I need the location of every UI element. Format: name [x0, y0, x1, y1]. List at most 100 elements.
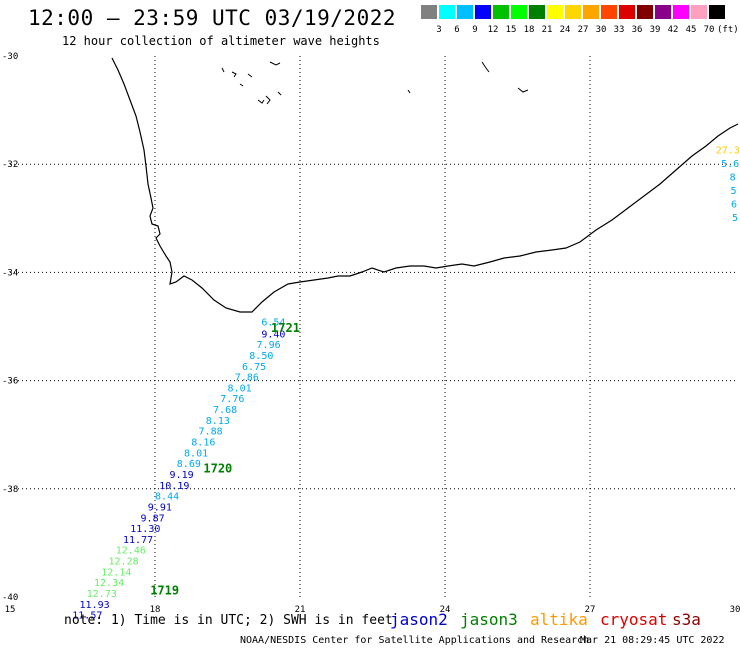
swh-observation: 7.96 [257, 340, 281, 351]
swh-observation: 12.46 [116, 546, 146, 557]
lat-label: -32 [2, 160, 18, 170]
scale-swatch [655, 5, 671, 19]
swh-observation: 11.57 [72, 611, 102, 622]
swh-observation: 9.91 [148, 502, 172, 513]
scale-label: 24 [559, 25, 571, 35]
scale-swatch [457, 5, 473, 19]
scale-swatch [709, 5, 725, 19]
swh-observation: 8.16 [191, 438, 215, 449]
scale-label: 70 [703, 25, 715, 35]
lat-label: -34 [2, 268, 18, 278]
satellite-legend-item: s3a [672, 610, 701, 629]
satellite-legend-item: jason2 [390, 610, 448, 629]
scale-swatch [637, 5, 653, 19]
swh-observation: 12.14 [101, 567, 131, 578]
lon-label: 30 [730, 605, 740, 615]
lon-label: 18 [150, 605, 161, 615]
track-time-label: 1721 [271, 321, 300, 335]
track-time-label: 1720 [203, 462, 232, 476]
satellite-legend-item: jason3 [460, 610, 518, 629]
scale-swatch [493, 5, 509, 19]
satellite-legend-item: altika [530, 610, 588, 629]
scale-label: 12 [487, 25, 499, 35]
observations: 6.549.407.968.506.757.868.017.767.688.13… [72, 145, 740, 621]
swh-observation: 27.3 [716, 145, 740, 156]
swh-observation: 7.68 [213, 405, 237, 416]
map-title: 12:00 – 23:59 UTC 03/19/2022 [28, 6, 397, 30]
swh-observation: 5.6 [721, 159, 739, 170]
swh-observation: 6 [731, 199, 737, 210]
satellite-legend-item: cryosat [600, 610, 668, 629]
lat-label: -36 [2, 377, 18, 387]
swh-observation: 8.13 [206, 416, 230, 427]
swh-observation: 11.93 [80, 600, 110, 611]
scale-swatch [475, 5, 491, 19]
scale-label: 15 [505, 25, 517, 35]
scale-unit: (ft) [717, 25, 739, 35]
lat-lon-grid [10, 56, 735, 597]
swh-observation: 8.50 [249, 351, 273, 362]
legend-note: note: 1) Time is in UTC; 2) SWH is in fe… [64, 613, 393, 628]
swh-observation: 8.01 [184, 448, 208, 459]
lat-label: -40 [2, 593, 18, 603]
lon-label: 24 [440, 605, 451, 615]
swh-observation: 9.19 [170, 470, 194, 481]
swh-observation: 8 [730, 172, 736, 183]
scale-label: 42 [667, 25, 679, 35]
swh-observation: 8.69 [177, 459, 201, 470]
scale-label: 30 [595, 25, 607, 35]
axis-labels: 15 18 21 24 27 30 -30 -32 -34 -36 -38 -40 [2, 52, 740, 615]
lat-label: -30 [2, 52, 18, 62]
lon-label: 15 [5, 605, 16, 615]
scale-label: 39 [649, 25, 661, 35]
scale-label: 33 [613, 25, 625, 35]
swh-observation: 5 [732, 213, 738, 224]
swh-observation: 9.40 [261, 329, 285, 340]
swh-observation: 6.75 [242, 362, 266, 373]
track-labels: 1721 1720 1719 [150, 321, 300, 597]
swh-observation: 6.54 [261, 317, 285, 328]
scale-label: 21 [541, 25, 553, 35]
swh-observation: 8.44 [155, 492, 179, 503]
swh-observation: 5 [731, 186, 737, 197]
swh-observation: 11.30 [130, 524, 160, 535]
africa-coastline [111, 57, 739, 313]
scale-swatch [583, 5, 599, 19]
swh-observation: 12.73 [87, 589, 117, 600]
scale-label: 18 [523, 25, 535, 35]
swh-observation: 10.19 [159, 481, 189, 492]
scale-swatch [511, 5, 527, 19]
swh-observation: 11.77 [123, 535, 153, 546]
scale-swatch [439, 5, 455, 19]
swh-observation: 7.86 [235, 373, 259, 384]
scale-label: 27 [577, 25, 589, 35]
scale-label: 45 [685, 25, 697, 35]
scale-swatch [601, 5, 617, 19]
track-time-label: 1719 [150, 583, 179, 597]
map-subtitle: 12 hour collection of altimeter wave hei… [62, 34, 380, 48]
scale-label: 3 [436, 25, 442, 35]
swh-observation: 9.87 [141, 513, 165, 524]
footer-credit: NOAA/NESDIS Center for Satellite Applica… [240, 635, 590, 646]
swh-observation: 8.01 [228, 383, 252, 394]
swh-observation: 7.88 [199, 427, 223, 438]
scale-swatch [547, 5, 563, 19]
scale-label: 6 [454, 25, 460, 35]
lat-label: -38 [2, 485, 18, 495]
scale-swatch [421, 5, 437, 19]
swh-observation: 7.76 [220, 394, 244, 405]
lon-label: 27 [585, 605, 596, 615]
scale-label: 36 [631, 25, 643, 35]
scale-swatch [673, 5, 689, 19]
island-cluster [221, 61, 529, 105]
scale-label: 9 [472, 25, 478, 35]
scale-swatch [565, 5, 581, 19]
swh-observation: 12.28 [109, 557, 139, 568]
scale-swatch [529, 5, 545, 19]
coastline [111, 57, 739, 313]
scale-swatch [619, 5, 635, 19]
footer-timestamp: Mar 21 08:29:45 UTC 2022 [580, 635, 725, 646]
swh-observation: 12.34 [94, 578, 124, 589]
